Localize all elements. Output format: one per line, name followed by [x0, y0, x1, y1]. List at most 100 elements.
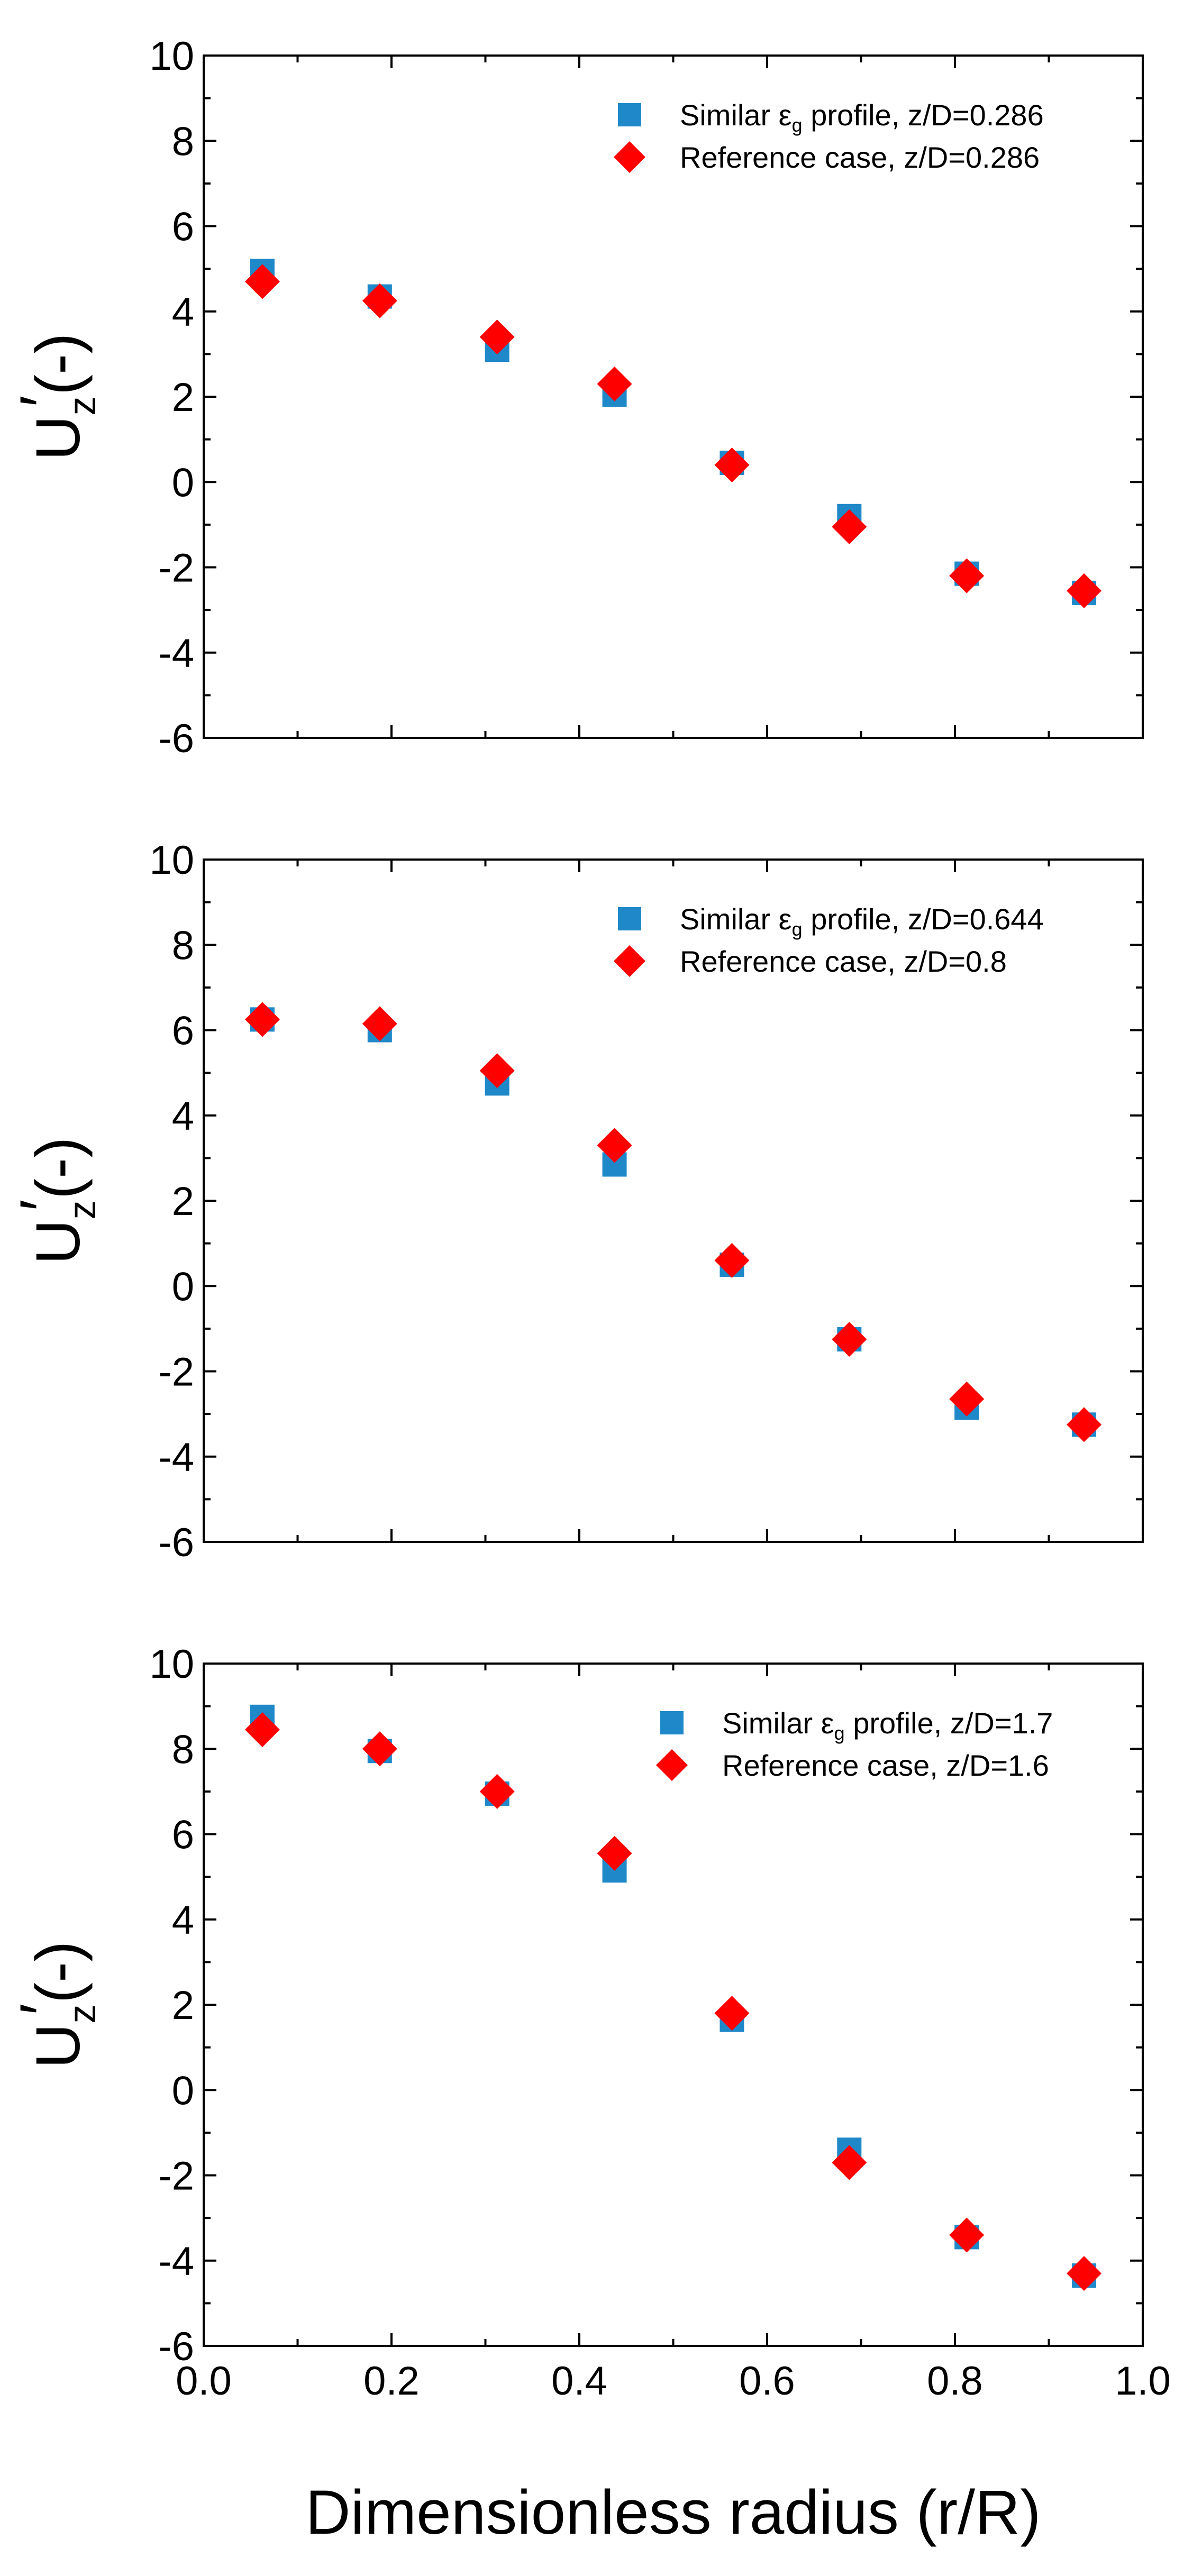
- y-tick-label: 2: [172, 375, 194, 420]
- y-tick-label: 10: [149, 34, 194, 79]
- y-tick-label: 10: [149, 838, 194, 883]
- y-tick-label: 8: [172, 119, 194, 164]
- legend-label: Reference case, z/D=0.286: [680, 141, 1040, 174]
- data-point-reference-diamond: [597, 366, 632, 401]
- legend-label-subscript: g: [792, 918, 803, 940]
- y-tick-label: 2: [172, 1983, 194, 2028]
- y-axis-title-subscript: z: [61, 396, 104, 415]
- legend-label-subscript: g: [834, 1722, 845, 1744]
- y-axis-title-unit: (-): [23, 1137, 93, 1199]
- data-point-reference-diamond: [479, 1053, 515, 1089]
- data-point-reference-diamond: [1067, 2255, 1102, 2291]
- legend-label-text: Reference case, z/D=0.8: [680, 945, 1007, 978]
- legend-marker-diamond: [614, 945, 645, 977]
- y-tick-label: -2: [158, 2154, 194, 2199]
- x-tick-label: 0.6: [739, 2359, 795, 2404]
- x-tick-label: 1.0: [1115, 2359, 1171, 2404]
- data-point-reference-diamond: [479, 1774, 515, 1809]
- legend-label: Similar εg profile, z/D=1.7: [722, 1706, 1053, 1744]
- y-tick-label: -6: [158, 716, 194, 761]
- legend-label-text: Similar ε: [722, 1706, 834, 1740]
- data-point-reference-diamond: [1067, 1407, 1102, 1442]
- y-axis-title-main: U: [23, 1219, 93, 1264]
- data-point-reference-diamond: [949, 558, 985, 593]
- y-tick-label: 4: [172, 1094, 194, 1139]
- y-axis-title-prime: ′: [7, 2003, 77, 2015]
- y-tick-label: 6: [172, 1009, 194, 1054]
- chart-panel-1: -6 -4 -2 0 2 4 6 8 10 Uz′(-) Similar εg profile, z…: [7, 34, 1144, 761]
- data-point-reference-diamond: [244, 1002, 280, 1037]
- data-point-reference-diamond: [597, 1835, 632, 1871]
- legend-marker-square: [618, 907, 641, 930]
- y-tick-label: -6: [158, 2324, 194, 2369]
- legend-label-text-rest: profile, z/D=0.286: [803, 98, 1044, 132]
- legend-label-text: Reference case, z/D=0.286: [680, 141, 1040, 174]
- data-point-reference-diamond: [362, 1731, 397, 1767]
- legend-label-text-rest: profile, z/D=1.7: [845, 1706, 1053, 1740]
- y-tick-label: 4: [172, 290, 194, 335]
- y-tick-label: 4: [172, 1898, 194, 1943]
- y-tick-label: 8: [172, 1727, 194, 1772]
- legend-label-text-rest: profile, z/D=0.644: [803, 902, 1044, 936]
- data-point-reference-diamond: [362, 1006, 397, 1042]
- y-axis-title-main: U: [23, 2023, 93, 2068]
- data-point-reference-diamond: [479, 319, 515, 355]
- y-tick-label: -4: [158, 2239, 194, 2284]
- y-tick-label: 10: [149, 1642, 194, 1687]
- legend-marker-diamond: [614, 141, 645, 173]
- legend-label-text: Similar ε: [680, 98, 792, 132]
- data-point-reference-diamond: [832, 509, 867, 544]
- data-point-reference-diamond: [244, 264, 280, 299]
- legend-label: Similar εg profile, z/D=0.644: [680, 902, 1044, 940]
- legend-marker-square: [660, 1711, 684, 1734]
- y-tick-label: 0: [172, 1264, 194, 1309]
- y-axis-title-subscript: z: [61, 2004, 104, 2023]
- x-axis-title: Dimensionless radius (r/R): [305, 2478, 1041, 2547]
- legend-label-text: Similar ε: [680, 902, 792, 936]
- y-axis-title-subscript: z: [61, 1200, 104, 1219]
- data-point-reference-diamond: [714, 447, 750, 482]
- data-point-reference-diamond: [832, 2145, 867, 2180]
- chart-panel-3: -6 -4 -2 0 2 4 6 8 10 0.0 0.2 0.4 0.6 0.8 1.0 Dimension…: [7, 1642, 1171, 2547]
- y-axis-title: Uz′(-): [7, 333, 104, 460]
- legend-marker-square: [618, 103, 641, 126]
- y-tick-label: -6: [158, 1520, 194, 1565]
- x-tick-label: 0.0: [176, 2359, 232, 2404]
- legend-label-subscript: g: [792, 114, 803, 136]
- data-point-reference-diamond: [244, 1712, 280, 1747]
- y-axis-title-unit: (-): [23, 333, 93, 395]
- data-point-reference-diamond: [597, 1128, 632, 1163]
- data-point-reference-diamond: [949, 1381, 985, 1417]
- data-point-reference-diamond: [714, 1243, 750, 1278]
- legend-label: Reference case, z/D=0.8: [680, 945, 1007, 978]
- legend-marker-diamond: [656, 1749, 688, 1781]
- y-tick-label: -4: [158, 631, 194, 676]
- y-tick-label: 0: [172, 460, 194, 505]
- y-axis-title-prime: ′: [7, 1199, 77, 1211]
- legend-label: Reference case, z/D=1.6: [722, 1749, 1049, 1782]
- chart-panel-2: -6 -4 -2 0 2 4 6 8 10 Uz′(-) Similar εg profile, z…: [7, 838, 1144, 1565]
- y-tick-label: 6: [172, 1813, 194, 1858]
- data-point-reference-diamond: [362, 283, 397, 318]
- legend-label: Similar εg profile, z/D=0.286: [680, 98, 1044, 136]
- data-point-reference-diamond: [1067, 573, 1102, 608]
- y-axis-title-unit: (-): [23, 1941, 93, 2003]
- x-tick-label: 0.4: [551, 2359, 607, 2404]
- data-point-reference-diamond: [949, 2217, 985, 2253]
- y-axis-title: Uz′(-): [7, 1137, 104, 1264]
- x-tick-label: 0.8: [927, 2359, 983, 2404]
- y-tick-label: 2: [172, 1179, 194, 1224]
- data-point-reference-diamond: [832, 1322, 867, 1357]
- y-axis-title-main: U: [23, 415, 93, 460]
- y-tick-label: 8: [172, 923, 194, 968]
- y-axis-title: Uz′(-): [7, 1941, 104, 2068]
- x-tick-label: 0.2: [363, 2359, 420, 2404]
- y-tick-label: 0: [172, 2068, 194, 2113]
- y-tick-label: 6: [172, 205, 194, 250]
- y-tick-label: -2: [158, 1350, 194, 1395]
- y-axis-title-prime: ′: [7, 395, 77, 407]
- legend-label-text: Reference case, z/D=1.6: [722, 1749, 1049, 1782]
- data-point-reference-diamond: [714, 1996, 750, 2031]
- y-tick-label: -4: [158, 1435, 194, 1480]
